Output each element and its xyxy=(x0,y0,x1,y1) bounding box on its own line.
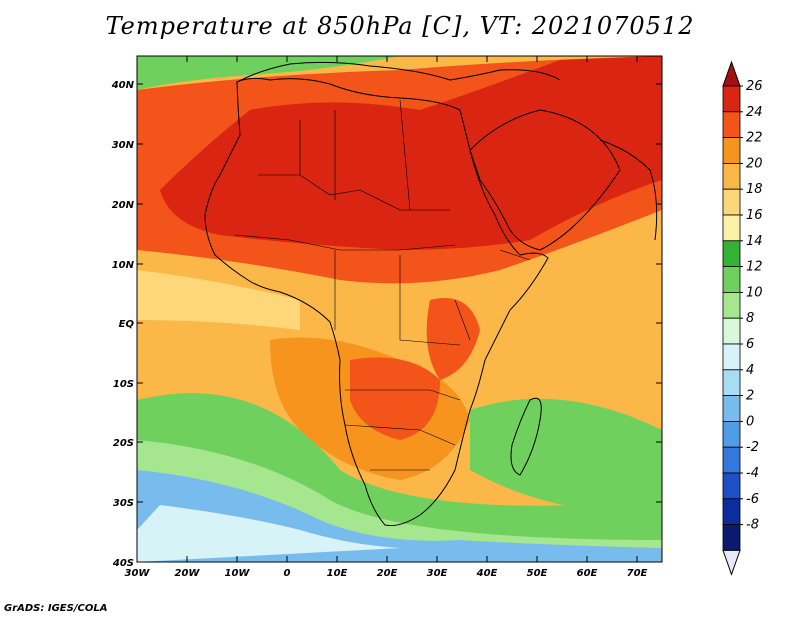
lat-tick-label: 20S xyxy=(113,438,134,449)
sahara-hot xyxy=(160,56,662,250)
lat-tick-label: 10S xyxy=(113,379,134,390)
map-plot-area xyxy=(137,56,662,562)
gulf-guinea xyxy=(137,270,300,330)
footer-credit: GrADS: IGES/COLA xyxy=(4,603,108,614)
africa-coastline xyxy=(204,77,549,526)
lon-tick-label: 70E xyxy=(627,568,648,579)
colorbar-label: 18 xyxy=(746,182,763,197)
colorbar-label: 2 xyxy=(746,389,754,404)
lat-tick-label: 10N xyxy=(112,260,135,271)
longitude-axis: 30W 20W 10W 0 10E 20E 30E 40E 50E 60E 70E xyxy=(125,56,648,579)
lon-tick-label: 10W xyxy=(225,568,251,579)
lon-tick-label: 30W xyxy=(125,568,151,579)
colorbar-segment xyxy=(722,317,741,345)
country-borders xyxy=(234,99,531,471)
colorbar-segment xyxy=(722,446,741,474)
colorbar-label: 24 xyxy=(746,105,763,120)
east-africa-hot xyxy=(426,298,480,380)
colorbar-segment xyxy=(722,343,741,371)
lon-tick-label: 40E xyxy=(476,568,498,579)
colorbar-top-arrow xyxy=(722,60,741,87)
colorbar-segment xyxy=(722,266,741,293)
lon-tick-label: 0 xyxy=(284,568,291,579)
colorbar-segment xyxy=(722,524,741,551)
madagascar-coast xyxy=(510,397,542,476)
europe-coast xyxy=(236,61,561,83)
colorbar-label: 0 xyxy=(746,414,754,429)
arabia-coast xyxy=(469,109,621,251)
colorbar-label: 4 xyxy=(746,363,754,378)
colorbar-label: -8 xyxy=(746,518,759,533)
colorbar-label: -2 xyxy=(746,440,759,455)
colorbar-segment xyxy=(722,291,741,319)
colorbar-label: -6 xyxy=(746,492,759,507)
colorbar-segment xyxy=(722,162,741,190)
colorbar-segment xyxy=(722,369,741,396)
coastlines xyxy=(204,61,658,526)
lat-tick-label: 20N xyxy=(112,200,135,211)
colorbar-label: 16 xyxy=(746,208,763,223)
colorbar-label: 6 xyxy=(746,337,754,352)
lon-tick-label: 30E xyxy=(427,568,448,579)
colorbar-label: 10 xyxy=(746,285,763,300)
colorbar-segment xyxy=(722,111,741,139)
page-title: Temperature at 850hPa [C], VT: 202107051… xyxy=(105,12,695,40)
lon-tick-label: 50E xyxy=(527,568,548,579)
north-cool-strip xyxy=(137,56,400,90)
cold-band-lightblue xyxy=(137,505,400,562)
colorbar-segment xyxy=(722,420,741,448)
colorbar-segment xyxy=(722,188,741,216)
colorbar-label: 22 xyxy=(746,131,763,146)
colorbar-segment xyxy=(722,395,741,422)
lon-tick-label: 20W xyxy=(175,568,201,579)
colorbar-label: 14 xyxy=(746,234,763,249)
colorbar-label: 8 xyxy=(746,311,754,326)
lat-tick-label: EQ xyxy=(119,319,135,330)
lat-tick-label: 40N xyxy=(111,80,135,91)
colorbar-label: 20 xyxy=(746,156,763,171)
colorbar-segment xyxy=(722,85,741,113)
india-coast xyxy=(599,139,658,241)
colorbar-segment xyxy=(722,214,741,242)
colorbar-segment xyxy=(722,472,741,500)
lat-tick-label: 40S xyxy=(112,558,134,569)
colorbar-segment xyxy=(722,137,741,164)
southern-africa-hot xyxy=(350,357,440,440)
colorbar-label: 26 xyxy=(746,79,763,94)
lon-tick-label: 60E xyxy=(577,568,598,579)
lon-tick-label: 20E xyxy=(377,568,398,579)
colorbar-label: -4 xyxy=(746,466,759,481)
map-frame xyxy=(136,55,663,563)
colorbar-label: 12 xyxy=(746,260,763,275)
colorbar-segment xyxy=(722,240,741,268)
colorbar-segment xyxy=(722,498,741,525)
lat-tick-label: 30S xyxy=(113,498,134,509)
lat-tick-label: 30N xyxy=(112,140,135,151)
latitude-axis: 40N 30N 20N 10N EQ 10S 20S 30S 40S xyxy=(111,80,662,569)
lon-tick-label: 10E xyxy=(327,568,348,579)
colorbar-bottom-arrow xyxy=(722,549,741,576)
